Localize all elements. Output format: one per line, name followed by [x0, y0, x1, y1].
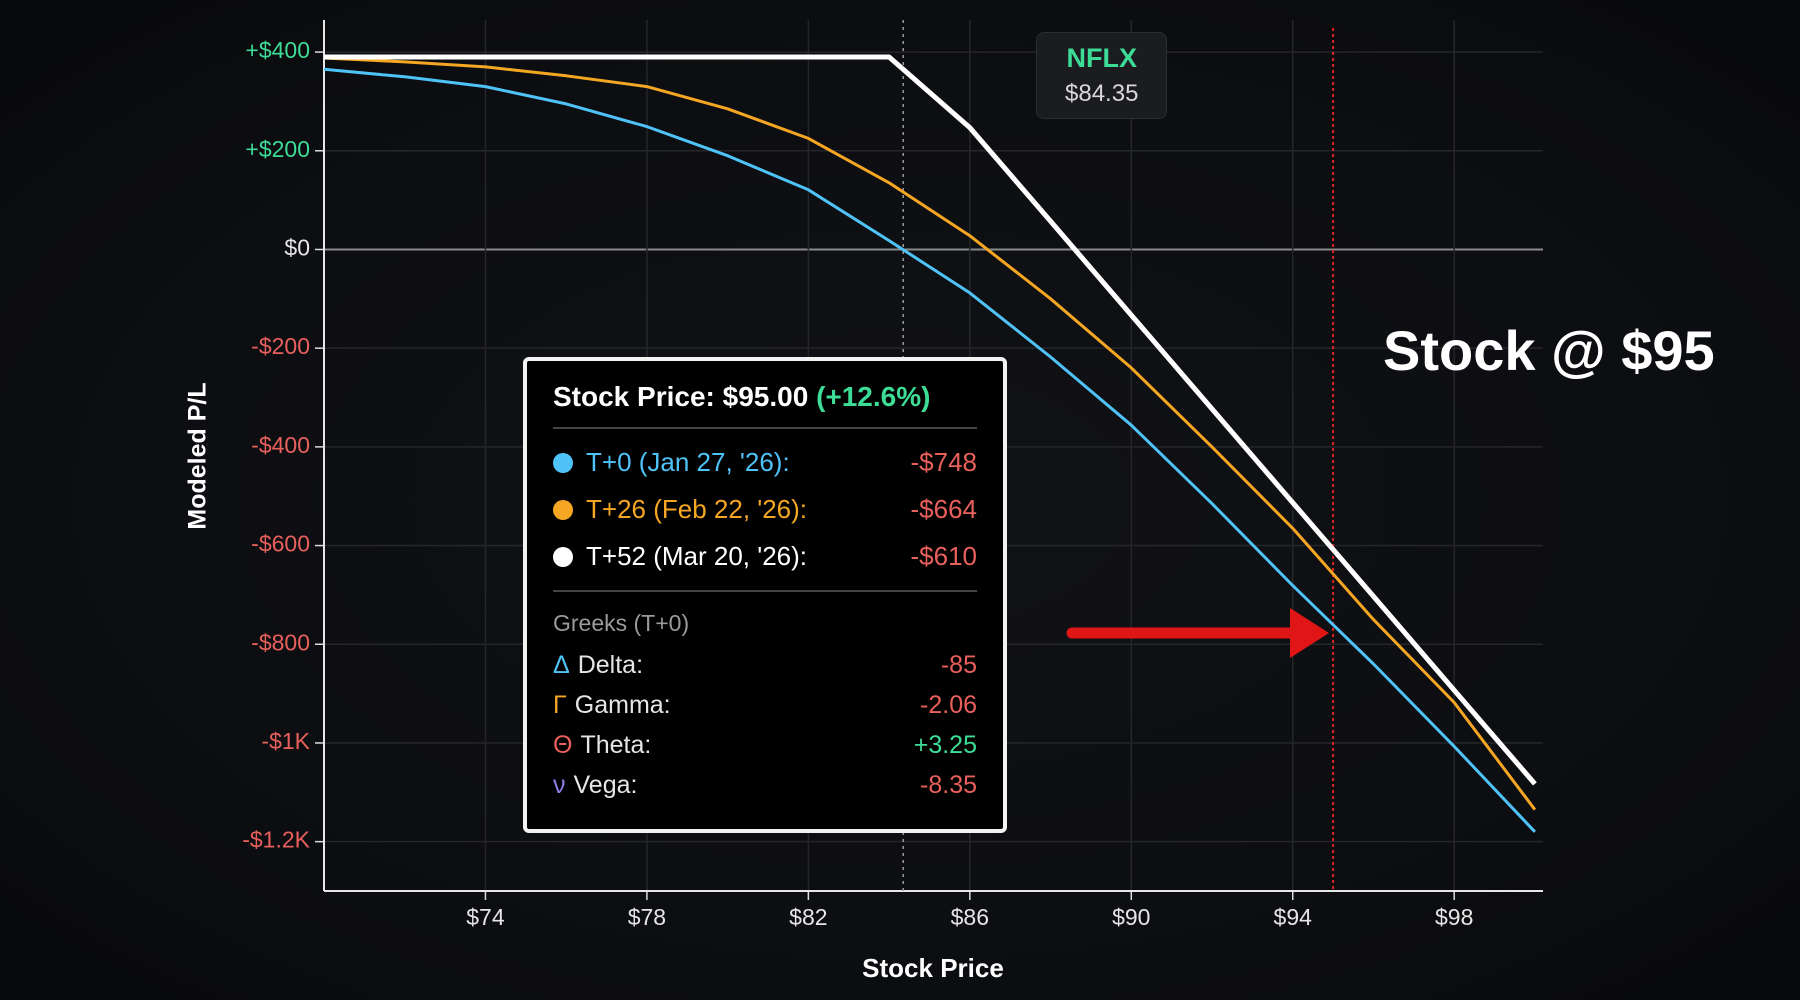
greek-name: Γ Gamma:	[553, 691, 671, 720]
greek-row: ν Vega: -8.35	[553, 765, 977, 805]
tooltip-series: T+26 (Feb 22, '26):	[553, 494, 807, 525]
greek-value: +3.25	[913, 730, 977, 759]
y-axis-label: Modeled P/L	[184, 382, 212, 529]
y-tick-label: $0	[284, 235, 310, 261]
x-tick-label: $74	[466, 904, 505, 930]
current-price-badge: NFLX $84.35	[1036, 32, 1168, 119]
tooltip-price: Stock Price: $95.00	[553, 381, 809, 412]
x-tick-label: $90	[1112, 904, 1150, 930]
y-tick-label: +$400	[245, 37, 310, 63]
x-axis-label: Stock Price	[862, 953, 1004, 983]
tooltip-row: T+52 (Mar 20, '26): -$610	[553, 533, 977, 580]
legend-dot	[553, 547, 573, 567]
x-tick-label: $98	[1435, 904, 1473, 930]
ticker: NFLX	[1066, 43, 1137, 73]
x-tick-label: $94	[1274, 904, 1313, 930]
greek-value: -85	[940, 650, 977, 679]
greeks-title: Greeks (T+0)	[553, 610, 690, 636]
greeks: Δ Delta: -85 Γ Gamma: -2.06 Θ Theta: +3.25 ν Vega:…	[553, 645, 977, 805]
y-tick-label: -$400	[251, 432, 310, 458]
greek-label: Gamma:	[574, 690, 671, 719]
greek-row: Δ Delta: -85	[553, 645, 977, 685]
tooltip-change: (+12.6%)	[816, 381, 931, 412]
x-tick-label: $78	[628, 904, 666, 930]
legend-label: T+0 (Jan 27, '26):	[586, 447, 790, 477]
series-line	[324, 56, 1537, 811]
x-tick-label: $86	[951, 904, 989, 930]
greek-name: Θ Theta:	[553, 731, 651, 760]
y-tick-label: -$600	[251, 531, 310, 557]
greek-label: Vega:	[573, 770, 638, 799]
tooltip-value: -$610	[910, 541, 978, 571]
greek-label: Theta:	[580, 730, 652, 759]
legend-dot	[553, 500, 573, 520]
greek-row: Θ Theta: +3.25	[553, 725, 977, 765]
tooltip-title: Stock Price: $95.00 (+12.6%)	[553, 381, 977, 429]
tooltip-value: -$664	[910, 494, 978, 524]
y-tick-label: -$1K	[261, 728, 310, 754]
greek-symbol: Γ	[553, 690, 567, 719]
current-price: $84.35	[1065, 80, 1139, 107]
series-line	[324, 54, 1537, 786]
tooltip-series: T+0 (Jan 27, '26):	[553, 447, 790, 478]
greek-name: Δ Delta:	[553, 651, 643, 680]
annotation: Stock @ $95	[1383, 319, 1715, 382]
y-tick-label: +$200	[245, 136, 310, 162]
greek-symbol: Δ	[553, 650, 570, 679]
greek-label: Delta:	[577, 650, 644, 679]
tooltip-row: T+0 (Jan 27, '26): -$748	[553, 439, 977, 486]
greek-value: -2.06	[920, 690, 977, 719]
x-tick-label: $82	[789, 904, 827, 930]
series-line	[324, 67, 1536, 833]
tooltip-row: T+26 (Feb 22, '26): -$664	[553, 486, 977, 533]
tooltip: Stock Price: $95.00 (+12.6%) T+0 (Jan 27…	[523, 357, 1007, 833]
greek-value: -8.35	[920, 770, 977, 799]
y-tick-label: -$800	[251, 629, 310, 655]
tooltip-rows: T+0 (Jan 27, '26): -$748 T+26 (Feb 22, '26…	[553, 429, 977, 592]
y-tick-label: -$200	[251, 333, 310, 359]
greek-row: Γ Gamma: -2.06	[553, 685, 977, 725]
legend-label: T+52 (Mar 20, '26):	[586, 541, 807, 571]
y-tick-label: -$1.2K	[242, 827, 310, 853]
legend-label: T+26 (Feb 22, '26):	[586, 494, 808, 524]
tooltip-value: -$748	[910, 447, 978, 477]
legend-dot	[553, 453, 573, 473]
greek-symbol: ν	[553, 770, 566, 799]
tooltip-series: T+52 (Mar 20, '26):	[553, 541, 807, 572]
greek-symbol: Θ	[553, 730, 573, 759]
greek-name: ν Vega:	[553, 771, 637, 800]
